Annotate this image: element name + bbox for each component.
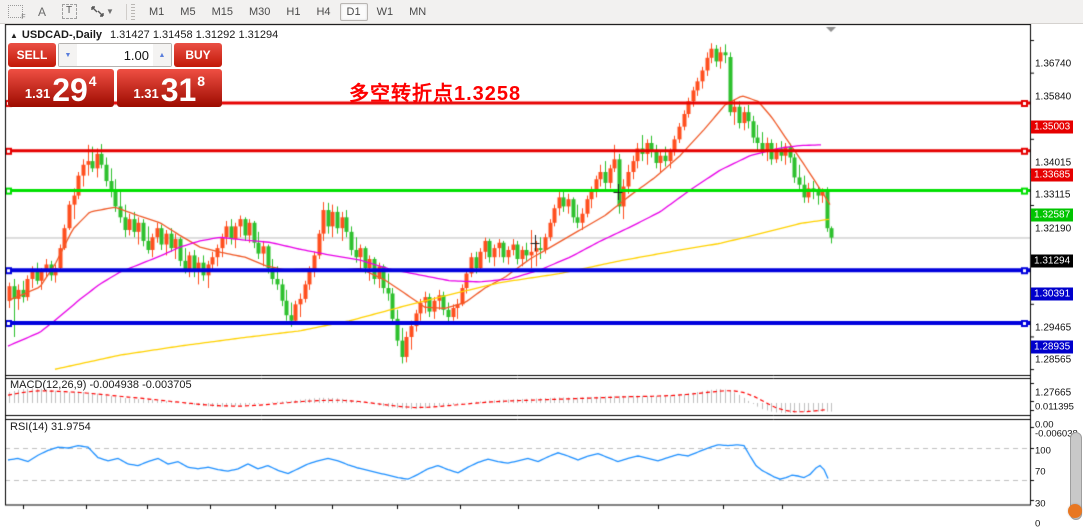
buy-price-pip: 8 bbox=[197, 73, 206, 89]
timeframe-button-h4[interactable]: H4 bbox=[316, 5, 331, 18]
indicator-tick-label: 0 bbox=[1035, 518, 1041, 528]
volume-input[interactable]: 1.00 bbox=[123, 47, 149, 63]
price-tick-label: 1.28565 bbox=[1035, 354, 1072, 366]
timeframe-button-m5[interactable]: M5 bbox=[180, 5, 196, 18]
one-click-trading-panel: SELL ▼ 1.00 ▲ BUY 1.31 29 4 1.31 31 8 bbox=[8, 43, 222, 107]
diagonal-arrows-glyph bbox=[91, 6, 104, 17]
buy-price-prefix: 1.31 bbox=[133, 86, 159, 101]
indicator-tick-label: 100 bbox=[1035, 445, 1051, 457]
price-tick-label: 1.29465 bbox=[1035, 322, 1072, 334]
toolbar-grip[interactable] bbox=[131, 3, 135, 20]
timeframe-button-m15[interactable]: M15 bbox=[211, 5, 233, 18]
overlay-scrollbar[interactable] bbox=[1070, 432, 1082, 520]
volume-up-button[interactable]: ▲ bbox=[153, 44, 171, 66]
sell-button[interactable]: SELL bbox=[8, 43, 56, 67]
price-tick-label: 1.35840 bbox=[1035, 91, 1072, 103]
timeframe-button-h1[interactable]: H1 bbox=[286, 5, 301, 18]
overlay-pointer-dot[interactable] bbox=[1068, 504, 1082, 518]
chart-title: ▲ USDCAD-,Daily 1.31427 1.31458 1.31292 1.… bbox=[10, 29, 278, 41]
dropdown-caret-icon[interactable]: ▼ bbox=[106, 7, 114, 16]
sell-price-main: 29 bbox=[52, 72, 88, 108]
timeframe-button-m1[interactable]: M1 bbox=[149, 5, 165, 18]
ohlc-values: 1.31427 1.31458 1.31292 1.31294 bbox=[110, 29, 279, 41]
chart-annotation-text: 多空转折点1.3258 bbox=[349, 83, 522, 105]
price-level-badge: 1.31294 bbox=[1031, 254, 1074, 268]
timeframe-buttons: M1 M5 M15 M30 H1 H4 D1 W1 MN bbox=[141, 2, 434, 21]
toolbar: F A T ▼ M1 M5 M15 M30 H1 H4 D1 W1 MN bbox=[0, 0, 1083, 24]
price-level-badge: 1.33685 bbox=[1031, 168, 1074, 182]
volume-down-button[interactable]: ▼ bbox=[59, 44, 77, 66]
indicator-tick-label: 0.00 bbox=[1035, 419, 1054, 431]
price-tick-label: 1.36740 bbox=[1035, 58, 1072, 70]
price-tick-label: 1.33115 bbox=[1035, 189, 1071, 201]
timeframe-button-m30[interactable]: M30 bbox=[248, 5, 271, 18]
price-tick-label: 1.32190 bbox=[1035, 223, 1072, 235]
macd-indicator-label: MACD(12,26,9) -0.004938 -0.003705 bbox=[10, 379, 192, 391]
price-tick-label: 1.34015 bbox=[1035, 157, 1072, 169]
timeframe-button-mn[interactable]: MN bbox=[409, 5, 427, 18]
symbol-name: USDCAD-,Daily bbox=[21, 29, 102, 41]
fibonacci-tool-icon[interactable]: F bbox=[3, 1, 27, 22]
collapse-arrow-icon[interactable]: ▲ bbox=[10, 31, 18, 40]
indicator-tick-label: 30 bbox=[1035, 498, 1046, 510]
price-level-badge: 1.28935 bbox=[1031, 340, 1074, 354]
buy-price-panel[interactable]: 1.31 31 8 bbox=[116, 69, 222, 108]
text-label-tool-icon[interactable]: A bbox=[37, 4, 46, 19]
timeframe-button-w1[interactable]: W1 bbox=[376, 5, 394, 18]
chart-frame: ▲ USDCAD-,Daily 1.31427 1.31458 1.31292 1.… bbox=[0, 24, 1083, 528]
toolbar-separator bbox=[126, 3, 127, 20]
sell-price-panel[interactable]: 1.31 29 4 bbox=[8, 69, 114, 107]
indicator-tick-label: 0.011395 bbox=[1035, 401, 1074, 413]
sell-price-prefix: 1.31 bbox=[24, 86, 51, 101]
arrows-tool-icon[interactable]: ▼ bbox=[84, 1, 120, 22]
buy-button[interactable]: BUY bbox=[174, 43, 222, 67]
price-tick-label: 1.27665 bbox=[1035, 387, 1072, 399]
price-level-badge: 1.30391 bbox=[1031, 287, 1074, 301]
indicator-tick-label: 70 bbox=[1035, 466, 1046, 478]
buy-price-main: 31 bbox=[160, 72, 197, 108]
price-level-badge: 1.32587 bbox=[1031, 208, 1074, 222]
price-level-badge: 1.35003 bbox=[1031, 120, 1074, 134]
timeframe-button-d1[interactable]: D1 bbox=[339, 2, 368, 21]
indicator-tick-label: -0.006038 bbox=[1035, 428, 1078, 440]
volume-spinner: ▼ 1.00 ▲ bbox=[58, 43, 172, 67]
rsi-indicator-label: RSI(14) 31.9754 bbox=[10, 421, 91, 433]
text-tool-icon[interactable]: T bbox=[57, 1, 81, 22]
sell-price-pip: 4 bbox=[88, 73, 97, 89]
chart-canvas[interactable] bbox=[0, 24, 1083, 528]
